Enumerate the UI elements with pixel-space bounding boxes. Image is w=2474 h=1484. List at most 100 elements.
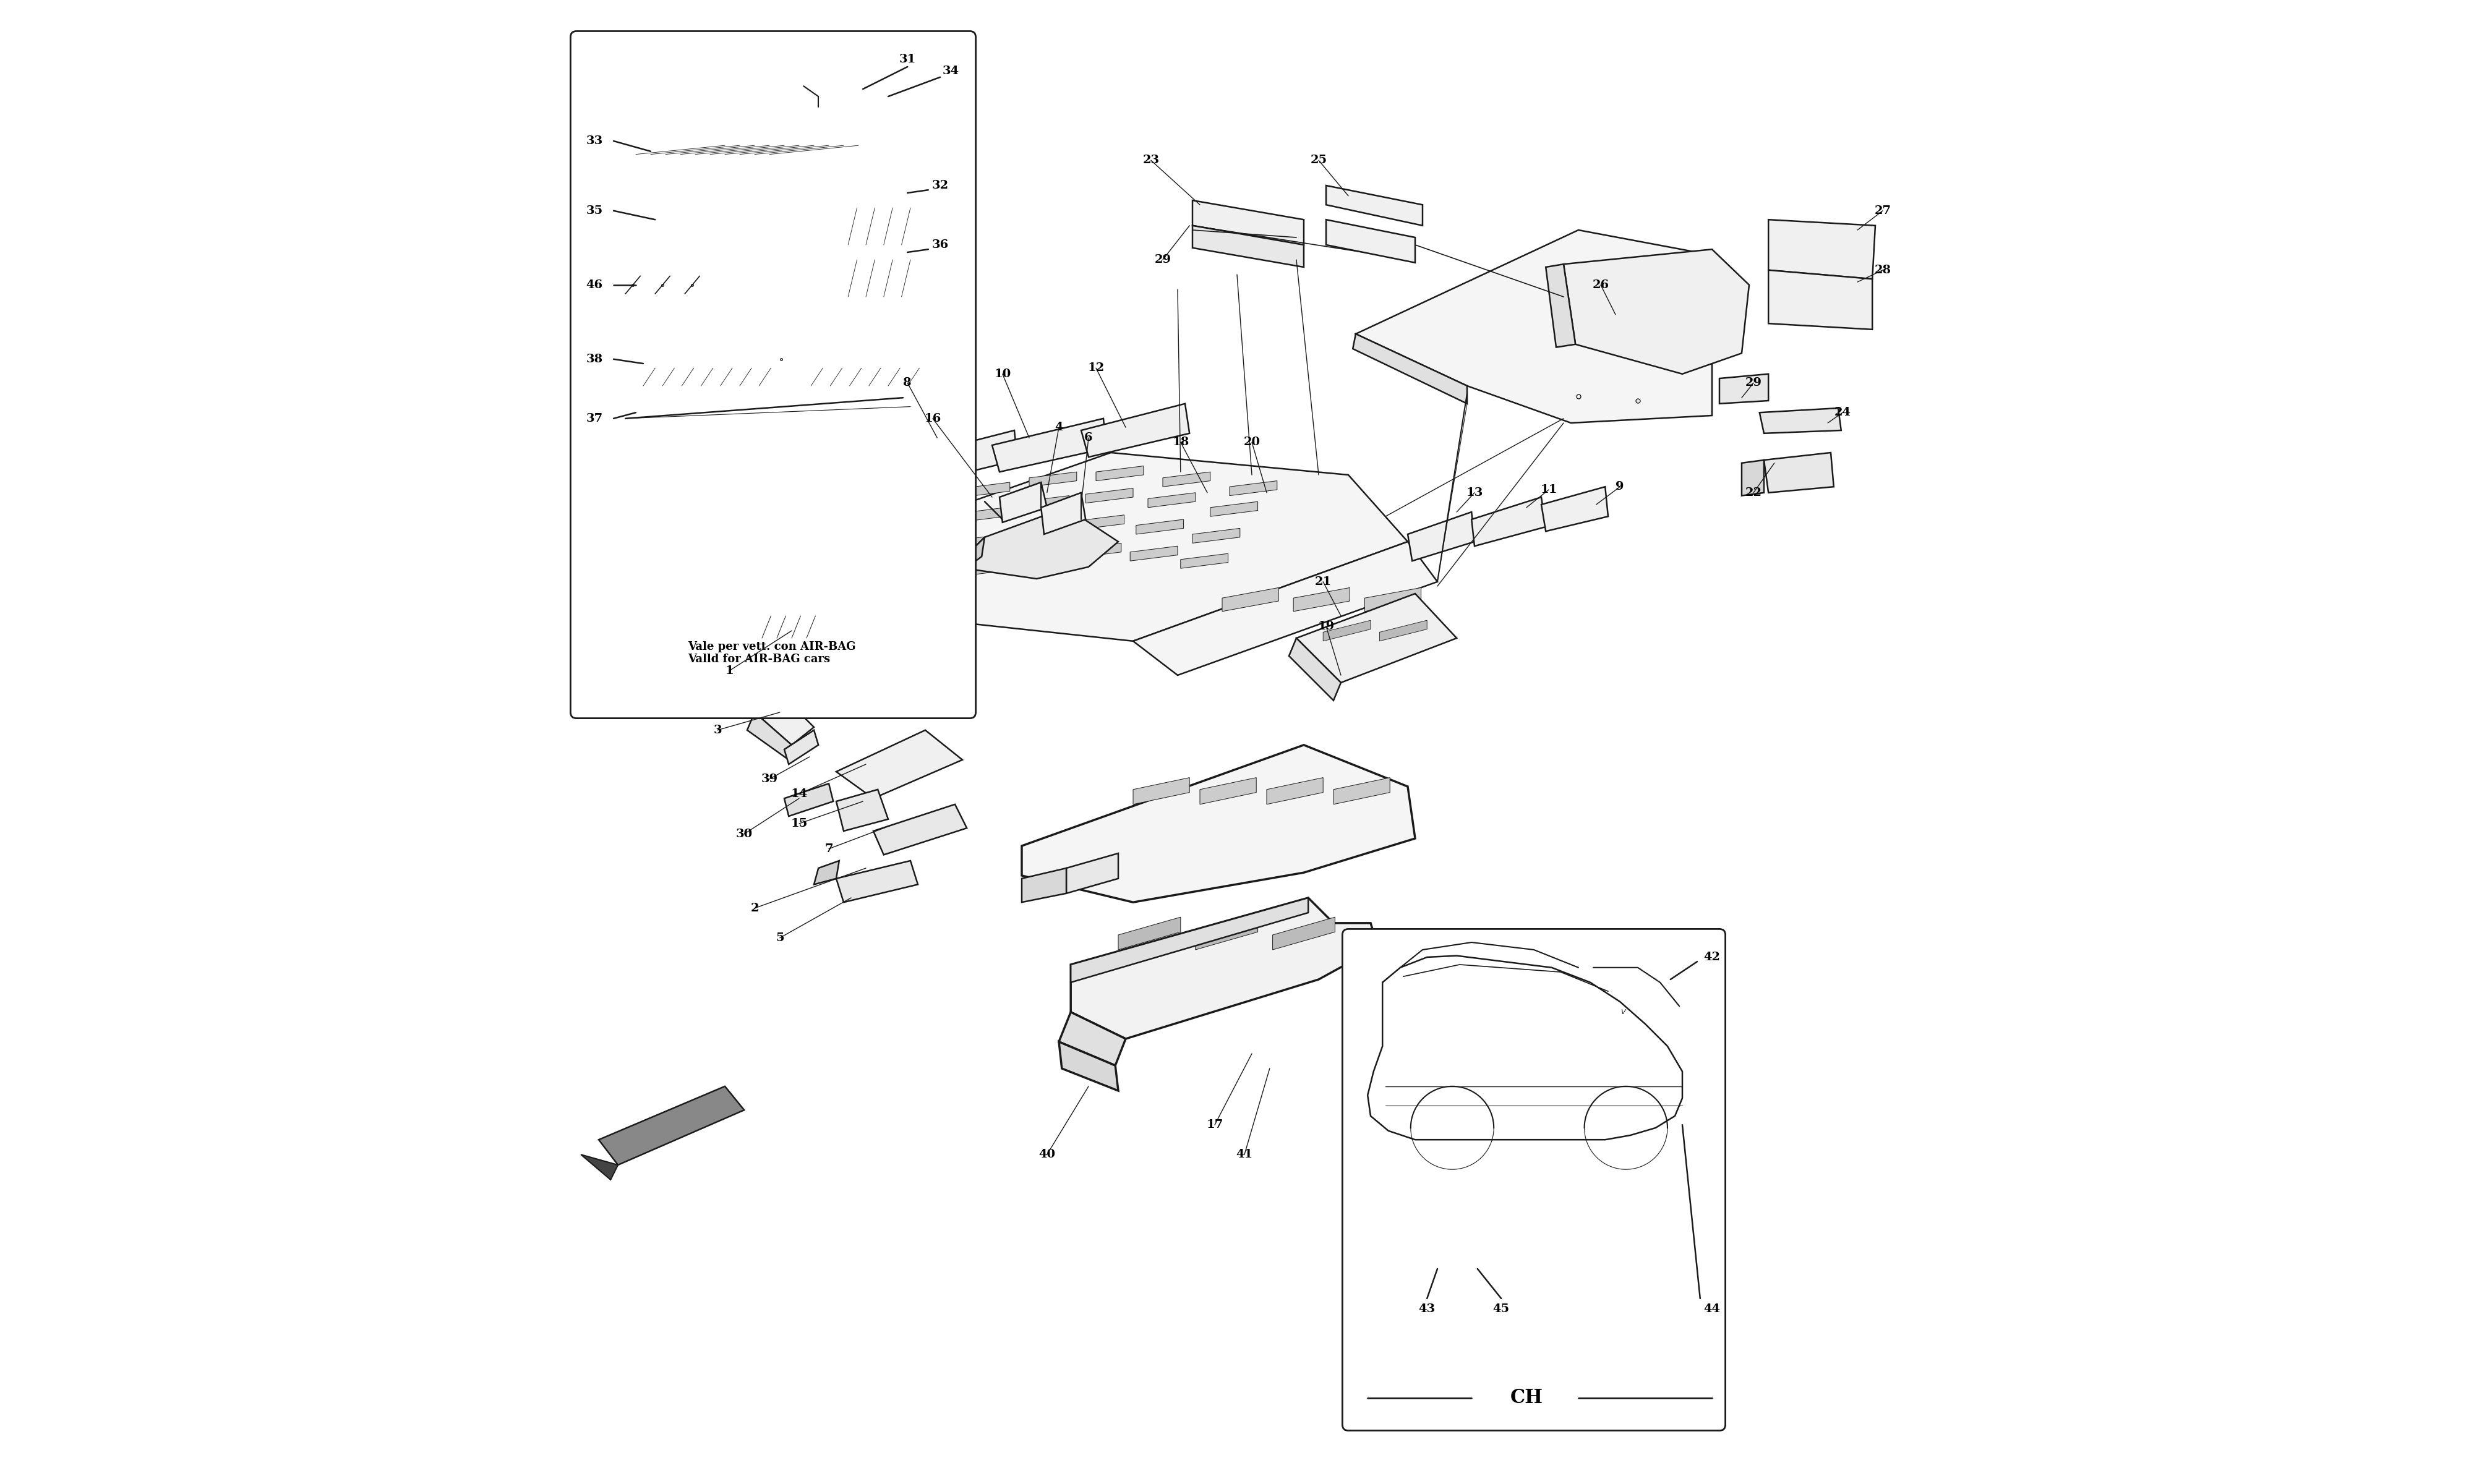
Text: 45: 45 [1492,1303,1509,1315]
Polygon shape [1764,453,1833,493]
Polygon shape [1366,588,1420,611]
Text: 15: 15 [792,818,807,830]
Polygon shape [898,430,1017,487]
Polygon shape [1472,497,1546,546]
Text: 14: 14 [792,788,807,800]
Text: CH: CH [1509,1389,1544,1407]
Text: 41: 41 [1237,1149,1252,1160]
Polygon shape [1719,374,1769,404]
Polygon shape [1081,404,1190,457]
Polygon shape [755,697,814,745]
Text: 26: 26 [1593,279,1608,291]
Polygon shape [836,730,962,798]
Polygon shape [1192,200,1304,245]
Text: 24: 24 [1833,407,1851,418]
Polygon shape [656,240,755,272]
Polygon shape [1022,496,1069,510]
Polygon shape [1118,917,1180,950]
Text: 8: 8 [903,377,910,389]
Polygon shape [1541,487,1608,531]
Polygon shape [1131,546,1178,561]
Polygon shape [1742,460,1764,496]
Polygon shape [952,537,985,579]
Polygon shape [1326,186,1423,226]
Polygon shape [1272,917,1336,950]
Polygon shape [836,234,925,307]
FancyBboxPatch shape [571,31,975,718]
Text: 13: 13 [1467,487,1482,499]
Text: 42: 42 [1705,951,1719,963]
Text: 40: 40 [1039,1149,1056,1160]
Polygon shape [873,804,967,855]
Text: 17: 17 [1207,1119,1222,1131]
Polygon shape [898,549,945,564]
Polygon shape [1564,249,1749,374]
Polygon shape [755,594,784,712]
Text: 30: 30 [735,828,752,840]
Polygon shape [599,1086,745,1165]
Polygon shape [896,522,943,537]
Text: 27: 27 [1875,205,1890,217]
Polygon shape [1059,1042,1118,1091]
Polygon shape [703,134,868,196]
Polygon shape [616,138,789,196]
Polygon shape [957,534,1004,549]
Polygon shape [1356,230,1712,423]
Polygon shape [1353,334,1467,404]
Polygon shape [1192,226,1304,267]
Text: 39: 39 [762,773,777,785]
Text: 21: 21 [1314,576,1331,588]
Polygon shape [636,196,851,291]
Text: 18: 18 [1173,436,1190,448]
Polygon shape [1333,778,1390,804]
Polygon shape [784,784,834,816]
Polygon shape [799,344,920,395]
Polygon shape [1296,594,1457,683]
Polygon shape [1133,778,1190,804]
Polygon shape [747,712,792,760]
Polygon shape [1195,917,1257,950]
Polygon shape [1076,515,1123,530]
Polygon shape [1148,493,1195,508]
Polygon shape [1326,220,1415,263]
Polygon shape [1769,270,1873,329]
Polygon shape [898,497,945,512]
Text: 36: 36 [933,239,948,251]
Polygon shape [1222,588,1279,611]
Polygon shape [1192,528,1239,543]
Text: 31: 31 [898,53,915,65]
Polygon shape [725,82,829,131]
Polygon shape [999,482,1047,522]
Polygon shape [656,199,755,230]
Polygon shape [1019,551,1069,565]
Polygon shape [836,861,918,902]
Polygon shape [1200,778,1257,804]
Polygon shape [628,344,779,395]
FancyBboxPatch shape [1343,929,1724,1431]
Text: V: V [1620,1009,1625,1015]
Polygon shape [784,730,819,764]
Text: 1: 1 [725,665,735,677]
Polygon shape [1022,745,1415,902]
Text: 6: 6 [1084,432,1094,444]
Polygon shape [725,62,807,116]
Polygon shape [755,556,821,712]
Polygon shape [1163,472,1210,487]
Polygon shape [1546,264,1576,347]
Text: 4: 4 [1054,421,1064,433]
Polygon shape [1086,488,1133,503]
Polygon shape [1071,898,1309,982]
Text: 7: 7 [824,843,834,855]
Polygon shape [1380,1002,1398,1042]
Text: 5: 5 [774,932,784,944]
Text: 33: 33 [586,135,604,147]
Text: 20: 20 [1244,436,1259,448]
Text: 38: 38 [586,353,604,365]
Polygon shape [1769,220,1875,279]
Text: Vale per vett. con AIR-BAG
Valld for AIR-BAG cars: Vale per vett. con AIR-BAG Valld for AIR… [688,641,856,665]
Polygon shape [1759,408,1841,433]
Text: 29: 29 [1155,254,1170,266]
Polygon shape [814,861,839,884]
Text: 9: 9 [1616,481,1623,493]
Polygon shape [1380,620,1427,641]
